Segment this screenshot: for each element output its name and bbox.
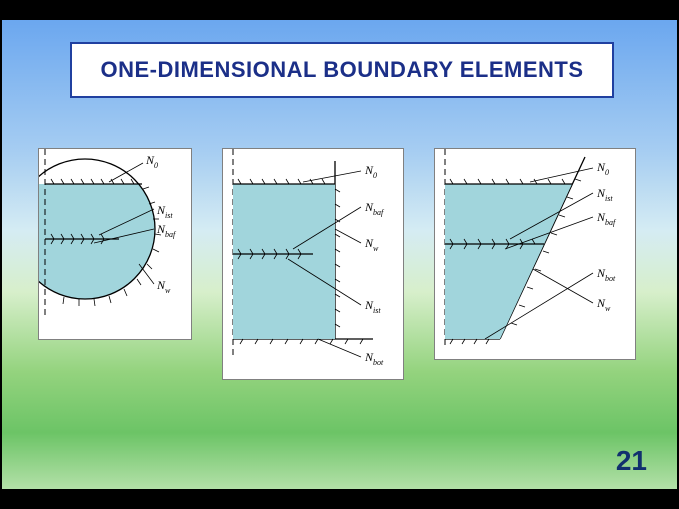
svg-text:Nbot: Nbot [364, 350, 384, 367]
svg-text:N0: N0 [364, 163, 377, 180]
svg-text:Nist: Nist [156, 203, 173, 220]
svg-text:Nw: Nw [156, 278, 171, 295]
svg-text:Nbaf: Nbaf [364, 200, 385, 217]
svg-text:Nbaf: Nbaf [596, 210, 617, 227]
svg-text:Nbaf: Nbaf [156, 222, 177, 239]
svg-text:Nist: Nist [596, 186, 613, 203]
svg-text:Nist: Nist [364, 298, 381, 315]
panel-trap: N0 Nist Nbaf Nbot Nw [434, 148, 636, 360]
svg-text:Nw: Nw [364, 236, 379, 253]
svg-text:N0: N0 [596, 160, 609, 177]
slide-frame: ONE-DIMENSIONAL BOUNDARY ELEMENTS [0, 0, 679, 509]
title-text: ONE-DIMENSIONAL BOUNDARY ELEMENTS [100, 57, 583, 83]
panel-circle: N0 Nist Nbaf Nw [38, 148, 192, 340]
panel-rect: N0 Nbaf Nw Nist Nbot [222, 148, 404, 380]
svg-text:Nw: Nw [596, 296, 611, 313]
svg-text:Nbot: Nbot [596, 266, 616, 283]
title-box: ONE-DIMENSIONAL BOUNDARY ELEMENTS [70, 42, 614, 98]
page-number: 21 [616, 445, 647, 477]
svg-text:N0: N0 [145, 153, 158, 170]
slide-background: ONE-DIMENSIONAL BOUNDARY ELEMENTS [2, 20, 677, 489]
